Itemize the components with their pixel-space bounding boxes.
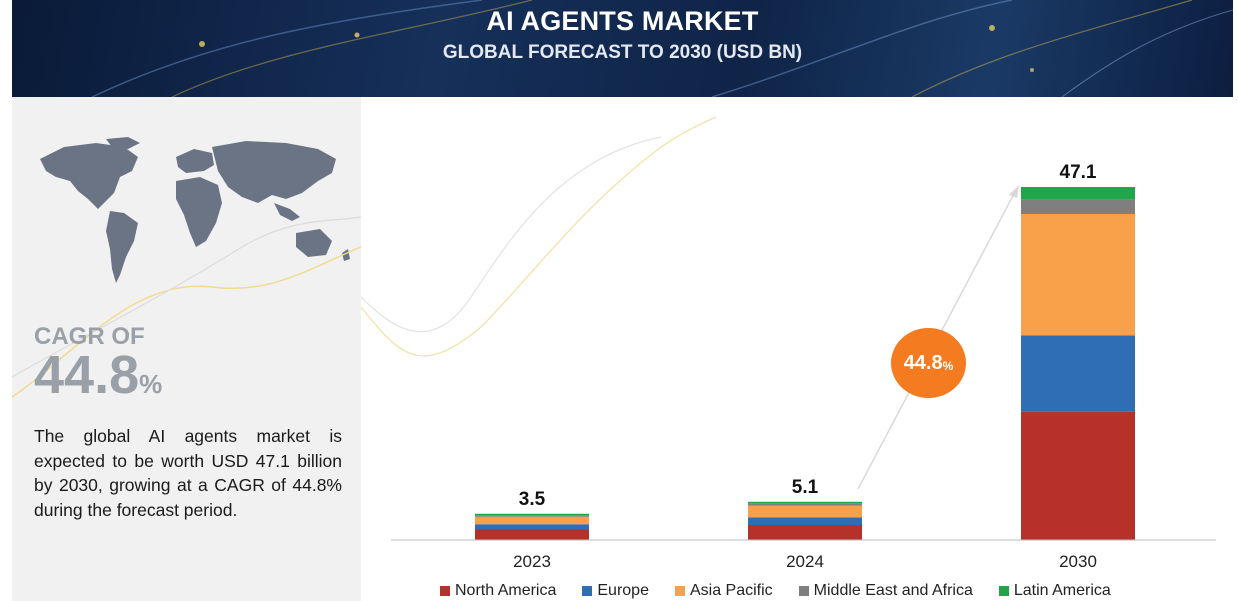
legend-swatch: [798, 586, 809, 596]
x-tick-label-2024: 2024: [786, 552, 824, 571]
bar-segment-asia-pacific-2024: [748, 505, 862, 518]
legend-item-north-america: North America: [440, 582, 556, 600]
cagr-bubble: 44.8%: [891, 328, 966, 398]
bar-segment-europe-2024: [748, 517, 862, 526]
legend-swatch: [440, 586, 450, 596]
bar-segment-middle-east-and-africa-2030: [1021, 199, 1135, 214]
legend-swatch: [582, 586, 593, 596]
legend-item-latin-america: Latin America: [998, 582, 1111, 600]
chart-subtitle: GLOBAL FORECAST TO 2030 (USD BN): [442, 42, 803, 63]
bar-segment-europe-2023: [475, 524, 589, 530]
decorative-swoosh: [12, 216, 361, 398]
market-description: The global AI agents market is expected …: [34, 426, 342, 520]
legend-label: Latin America: [1013, 582, 1111, 599]
cagr-trend-arrowhead: [1009, 185, 1019, 198]
legend-label: Europe: [597, 582, 649, 599]
cagr-bubble-unit: %: [942, 358, 954, 373]
bar-segment-latin-america-2024: [748, 501, 862, 504]
stacked-bar-chart: 3.5 2023 5.1 2024 47.1 2030: [361, 116, 1216, 571]
bar-segment-middle-east-and-africa-2024: [748, 503, 862, 506]
total-label-2023: 3.5: [519, 489, 546, 510]
x-tick-label-2030: 2030: [1059, 552, 1097, 571]
summary-panel: CAGR OF 44.8% The global AI agents marke…: [12, 97, 361, 601]
legend-swatch: [674, 586, 685, 596]
bar-segment-europe-2030: [1021, 335, 1135, 412]
x-tick-label-2023: 2023: [513, 552, 551, 571]
cagr-value: 44.8%: [34, 345, 162, 414]
bar-segment-north-america-2023: [475, 529, 589, 540]
chart-legend: North America Europe Asia Pacific Middle Ea…: [440, 582, 1111, 600]
total-label-2030: 47.1: [1060, 162, 1097, 183]
cagr-number: 44.8: [34, 345, 140, 405]
banner-background-art: [91, 0, 1233, 97]
cagr-label: CAGR OF: [34, 323, 145, 350]
world-map-icon: [40, 137, 350, 283]
decorative-curve: [361, 116, 717, 357]
legend-swatch: [998, 586, 1009, 596]
chart-title: AI AGENTS MARKET: [486, 6, 759, 36]
header-banner: AI AGENTS MARKET GLOBAL FORECAST TO 2030…: [12, 0, 1233, 97]
bar-segment-latin-america-2030: [1021, 187, 1135, 200]
legend-item-middle-east-and-africa: Middle East and Africa: [798, 582, 973, 600]
bar-segment-middle-east-and-africa-2023: [475, 515, 589, 517]
bar-segment-north-america-2024: [748, 525, 862, 540]
cagr-bubble-value: 44.8: [903, 351, 943, 374]
bar-segment-asia-pacific-2030: [1021, 213, 1135, 336]
legend-label: Asia Pacific: [689, 582, 773, 599]
legend-item-asia-pacific: Asia Pacific: [674, 582, 773, 600]
bar-segment-asia-pacific-2023: [475, 516, 589, 525]
bar-segment-north-america-2030: [1021, 411, 1135, 540]
bar-segment-latin-america-2023: [475, 513, 589, 516]
total-label-2024: 5.1: [792, 477, 819, 498]
legend-label: Middle East and Africa: [813, 582, 973, 599]
cagr-percent-sign: %: [139, 369, 163, 399]
decorative-curve: [361, 136, 662, 333]
legend-item-europe: Europe: [582, 582, 649, 600]
legend-label: North America: [455, 582, 557, 599]
